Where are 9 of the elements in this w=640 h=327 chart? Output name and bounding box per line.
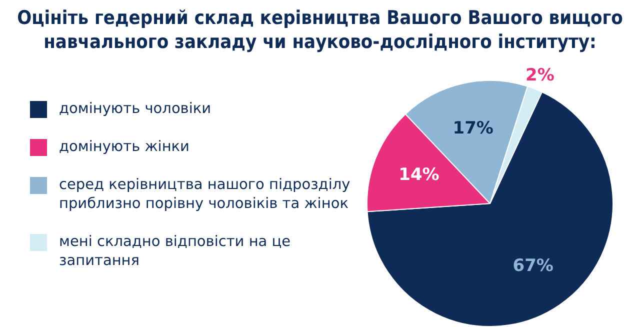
legend-label: домінують жінки xyxy=(59,138,190,157)
legend-label: серед керівництва нашого підрозділу приблизно порівну чоловіків та жінок xyxy=(59,176,352,214)
legend-label: домінують чоловіки xyxy=(59,100,212,119)
legend-label: мені складно відповісти на це запитання xyxy=(59,233,292,271)
data-label: 2% xyxy=(526,65,554,86)
chart-title: Оцініть гедерний склад керівництва Вашого Вашого вищого навчального закладу чи науково-дослідного інституту: xyxy=(16,6,624,54)
data-label: 17% xyxy=(452,118,494,139)
data-label: 14% xyxy=(398,165,440,186)
data-label: 67% xyxy=(512,256,554,276)
